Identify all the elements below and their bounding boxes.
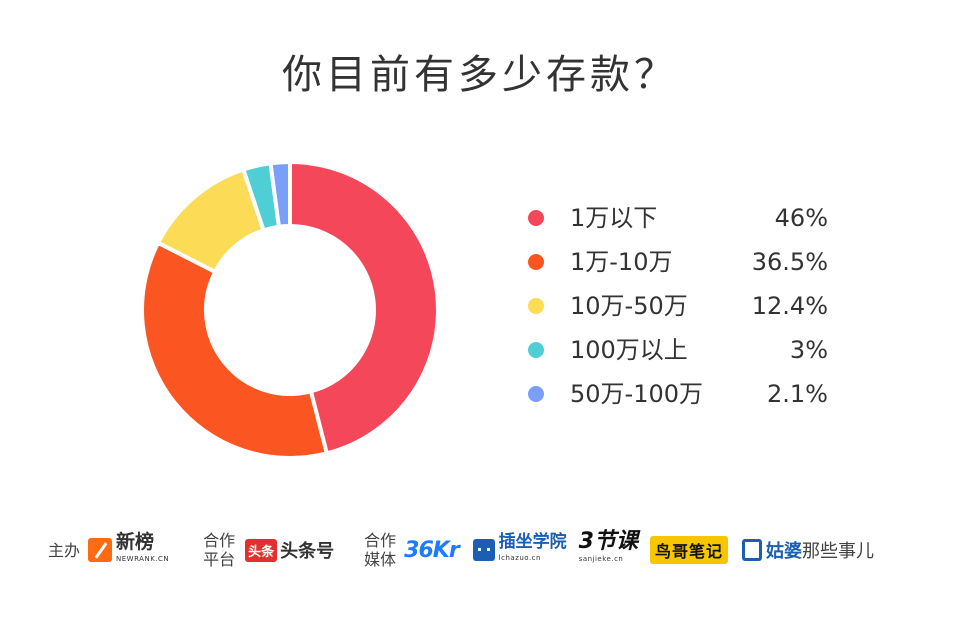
legend-label: 10万-50万 — [570, 292, 688, 320]
36kr-logo: 36Kr — [404, 537, 460, 563]
legend-value: 2.1% — [767, 380, 828, 408]
legend-value: 36.5% — [751, 248, 828, 276]
legend-item: 100万以上 3% — [528, 328, 828, 372]
sanjieke-name: 3节课 — [578, 528, 638, 554]
legend-value: 3% — [789, 336, 828, 364]
legend-swatch — [528, 342, 544, 358]
donut-slice — [140, 240, 329, 460]
legend-item: 1万以下 46% — [528, 196, 828, 240]
gupo-name: 姑婆 — [766, 541, 802, 562]
legend-swatch — [528, 386, 544, 402]
legend-item: 50万-100万 2.1% — [528, 372, 828, 416]
chart-title: 你目前有多少存款？ — [282, 52, 678, 98]
toutiao-logo: 头条 头条号 — [245, 537, 334, 563]
legend-label: 1万-10万 — [570, 248, 673, 276]
chazuo-logo: 插坐学院 lchazuo.cn — [472, 532, 567, 566]
legend-swatch — [528, 298, 544, 314]
host-label: 主办 — [48, 540, 81, 560]
newrank-mark-icon — [88, 538, 113, 562]
newrank-name: 新榜 — [116, 530, 155, 553]
legend-value: 12.4% — [751, 292, 828, 320]
legend: 1万以下 46% 1万-10万 36.5% 10万-50万 12.4% 100万… — [528, 196, 828, 416]
chazuo-mark-icon — [472, 539, 495, 561]
sanjieke-logo: 3节课 sanjieke.cn — [578, 530, 638, 567]
donut-chart — [140, 160, 440, 460]
gupo-logo: 姑婆 那些事儿 — [742, 537, 874, 563]
legend-label: 1万以下 — [570, 204, 658, 232]
chazuo-sub: lchazuo.cn — [498, 554, 541, 562]
legend-swatch — [528, 210, 544, 226]
toutiao-name: 头条号 — [280, 541, 335, 562]
chazuo-name: 插坐学院 — [498, 532, 567, 552]
media-label: 合作 媒体 — [364, 531, 397, 569]
newrank-sub: NEWRANK.CN — [116, 554, 170, 563]
newrank-logo: 新榜 NEWRANK.CN — [88, 530, 170, 567]
gupo-mark-icon — [742, 539, 762, 561]
donut-slice — [288, 160, 440, 456]
legend-value: 46% — [774, 204, 828, 232]
legend-item: 10万-50万 12.4% — [528, 284, 828, 328]
sponsor-footer: 主办 新榜 NEWRANK.CN 合作 平台 头条 头条号 合作 媒体 36Kr… — [48, 528, 928, 572]
gupo-suffix: 那些事儿 — [802, 541, 874, 562]
legend-label: 100万以上 — [570, 336, 688, 364]
legend-item: 1万-10万 36.5% — [528, 240, 828, 284]
legend-swatch — [528, 254, 544, 270]
niaoge-logo: 鸟哥笔记 — [649, 536, 728, 564]
platform-label: 合作 平台 — [203, 531, 236, 569]
sanjieke-sub: sanjieke.cn — [578, 554, 624, 563]
toutiao-badge: 头条 — [245, 538, 278, 562]
donut-slice — [268, 160, 292, 229]
legend-label: 50万-100万 — [570, 380, 704, 408]
